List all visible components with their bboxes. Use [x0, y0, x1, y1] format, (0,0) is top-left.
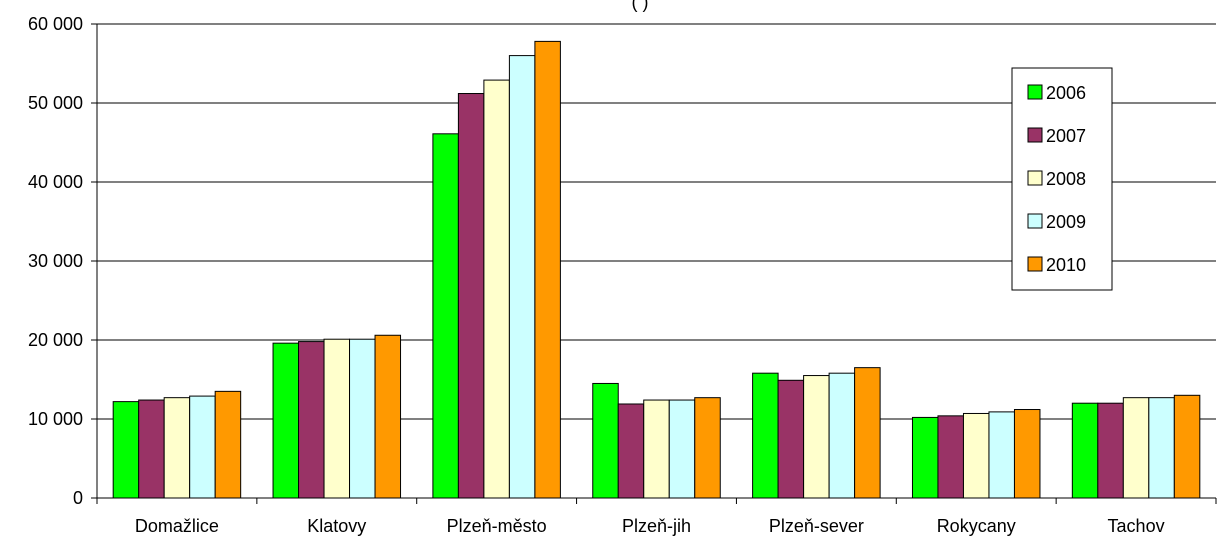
bar-2007 — [777, 379, 805, 499]
legend-label: 2009 — [1046, 212, 1086, 232]
bar-2007 — [138, 399, 165, 499]
chart-title-fragment: ( ) — [632, 0, 649, 12]
y-tick-label: 60 000 — [28, 14, 83, 34]
x-tick-label: Domažlice — [135, 516, 219, 536]
bar-2008 — [483, 79, 510, 499]
legend-swatch — [1027, 213, 1043, 229]
x-tick-label: Tachov — [1108, 516, 1165, 536]
bar-2007 — [617, 403, 645, 499]
bars — [112, 40, 1201, 499]
bar-2009 — [988, 411, 1015, 499]
y-tick-label: 30 000 — [28, 251, 83, 271]
bar-2009 — [508, 55, 536, 499]
bar-2007 — [1097, 402, 1124, 499]
x-tick-label: Rokycany — [937, 516, 1016, 536]
x-tick-label: Plzeň-sever — [769, 516, 864, 536]
legend-swatch — [1027, 256, 1043, 272]
x-tick-label: Klatovy — [307, 516, 366, 536]
bar-2006 — [432, 133, 459, 499]
bar-2006 — [752, 372, 779, 499]
bar-2010 — [854, 367, 881, 499]
legend-label: 2010 — [1046, 255, 1086, 275]
legend-label: 2007 — [1046, 126, 1086, 146]
bar-2008 — [962, 412, 990, 499]
legend-label: 2008 — [1046, 169, 1086, 189]
bar-2009 — [1148, 397, 1175, 499]
y-tick-label: 40 000 — [28, 172, 83, 192]
y-axis-ticks: 0 10 000 20 000 30 000 40 000 50 000 60 000 — [28, 14, 97, 508]
bar-2009 — [349, 338, 376, 499]
x-axis-labels: Domažlice Klatovy Plzeň-město Plzeň-jih Plze… — [135, 516, 1165, 536]
bar-2006 — [592, 382, 619, 499]
y-tick-label: 50 000 — [28, 93, 83, 113]
bar-2007 — [937, 415, 964, 499]
x-tick-label: Plzeň-město — [447, 516, 547, 536]
bar-2008 — [1122, 397, 1150, 499]
chart-title: ( ) — [632, 0, 649, 12]
bar-2010 — [534, 40, 561, 499]
bar-2010 — [214, 390, 242, 499]
y-tick-label: 0 — [73, 488, 83, 508]
bar-2007 — [298, 341, 325, 499]
bar-2010 — [374, 334, 402, 499]
bar-2009 — [828, 372, 856, 499]
legend-swatch — [1027, 84, 1043, 100]
bar-2008 — [323, 338, 351, 499]
bar-2009 — [189, 395, 216, 499]
bar-2007 — [457, 93, 485, 499]
bar-2006 — [112, 401, 140, 499]
bar-2010 — [694, 397, 721, 499]
axes — [96, 24, 1217, 504]
legend-swatch — [1027, 170, 1043, 186]
bar-2008 — [643, 399, 670, 499]
bar-2010 — [1173, 394, 1201, 499]
bar-2006 — [1071, 402, 1099, 499]
bar-2006 — [911, 416, 939, 499]
bar-2008 — [803, 375, 830, 499]
y-tick-label: 20 000 — [28, 330, 83, 350]
bar-2006 — [272, 342, 300, 499]
legend-label: 2006 — [1046, 83, 1086, 103]
legend: 2006 2007 2008 2009 2010 — [1011, 67, 1113, 291]
bar-2008 — [163, 397, 191, 499]
bar-2010 — [1013, 409, 1041, 499]
legend-swatch — [1027, 127, 1043, 143]
bar-2009 — [668, 399, 696, 499]
x-tick-label: Plzeň-jih — [622, 516, 691, 536]
y-tick-label: 10 000 — [28, 409, 83, 429]
